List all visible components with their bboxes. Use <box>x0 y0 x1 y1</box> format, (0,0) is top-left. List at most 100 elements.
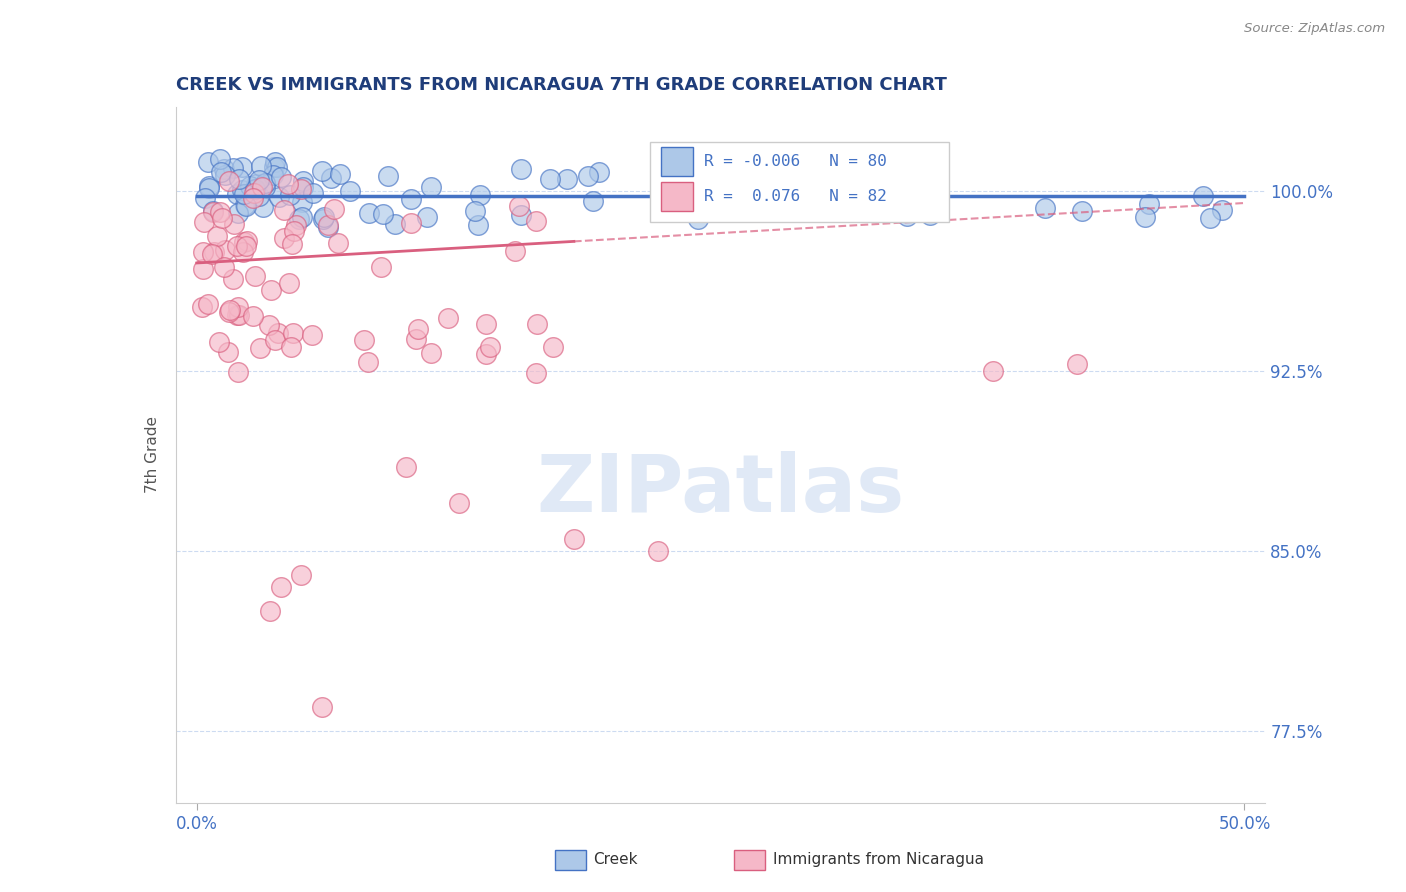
Point <box>232 186 254 201</box>
Point <box>281 237 304 252</box>
Point <box>277 276 299 290</box>
Point <box>311 699 333 714</box>
Point <box>267 190 290 204</box>
Point <box>204 244 226 259</box>
Point <box>509 161 531 176</box>
Point <box>222 272 245 286</box>
Point <box>399 216 422 230</box>
Y-axis label: 7th Grade: 7th Grade <box>145 417 160 493</box>
Point <box>245 177 267 191</box>
Point <box>503 244 526 259</box>
Point <box>329 168 352 182</box>
Point <box>218 305 240 319</box>
Point <box>405 332 427 346</box>
Point <box>1191 189 1213 203</box>
Point <box>288 212 311 227</box>
Point <box>198 178 221 193</box>
Point <box>292 174 315 188</box>
Point <box>260 283 283 297</box>
Point <box>202 203 225 218</box>
Point <box>524 214 547 228</box>
Point <box>270 170 292 185</box>
Point <box>524 367 547 381</box>
Point <box>212 161 235 176</box>
Point <box>242 191 264 205</box>
Point <box>226 187 249 202</box>
Point <box>419 346 441 360</box>
Point <box>510 208 533 222</box>
Point <box>250 159 273 173</box>
Point <box>218 174 240 188</box>
Point <box>226 308 249 322</box>
Text: Immigrants from Nicaragua: Immigrants from Nicaragua <box>773 853 984 867</box>
Point <box>562 532 585 546</box>
Point <box>243 268 266 283</box>
Point <box>582 194 605 208</box>
Point <box>228 309 250 323</box>
Point <box>226 365 249 379</box>
Point <box>419 180 441 194</box>
Point <box>235 199 257 213</box>
Point <box>896 209 918 223</box>
Point <box>290 182 312 196</box>
Point <box>1133 211 1156 225</box>
Point <box>752 181 775 195</box>
Point <box>226 205 249 219</box>
Point <box>312 210 335 224</box>
Point <box>475 317 498 331</box>
Point <box>224 217 246 231</box>
Point <box>588 165 610 179</box>
Point <box>250 180 273 194</box>
Point <box>202 204 225 219</box>
Point <box>225 238 247 252</box>
Point <box>219 303 242 318</box>
Point <box>197 296 219 310</box>
Point <box>541 340 564 354</box>
Point <box>283 224 305 238</box>
Point <box>267 326 290 340</box>
Point <box>257 318 280 332</box>
Point <box>415 210 437 224</box>
Point <box>359 206 381 220</box>
Point <box>273 231 295 245</box>
Point <box>253 177 276 191</box>
Bar <box>650 142 949 222</box>
Point <box>236 234 259 248</box>
Point <box>247 188 270 202</box>
Point <box>235 239 257 253</box>
Point <box>302 186 325 200</box>
Point <box>353 333 375 347</box>
Point <box>209 165 232 179</box>
Point <box>370 260 392 274</box>
Point <box>263 169 285 183</box>
Point <box>377 169 399 183</box>
Point <box>464 203 486 218</box>
Point <box>1066 357 1088 371</box>
Point <box>232 235 254 249</box>
Point <box>270 580 292 594</box>
Point <box>772 196 794 211</box>
Point <box>323 202 346 216</box>
Point <box>242 309 264 323</box>
Point <box>1137 196 1160 211</box>
Point <box>211 211 233 225</box>
Point <box>312 212 335 227</box>
Point <box>557 172 579 186</box>
Point <box>214 244 236 258</box>
Point <box>576 169 599 184</box>
Bar <box>661 147 693 177</box>
Point <box>264 333 287 347</box>
Point <box>280 340 302 354</box>
Point <box>538 171 561 186</box>
Text: R =  0.076   N = 82: R = 0.076 N = 82 <box>704 189 887 204</box>
Point <box>316 219 339 234</box>
Point <box>470 188 492 202</box>
Point <box>688 212 710 227</box>
Point <box>479 340 502 354</box>
Point <box>252 200 274 214</box>
Point <box>232 244 254 259</box>
Point <box>201 247 224 261</box>
Point <box>208 152 231 166</box>
Text: Source: ZipAtlas.com: Source: ZipAtlas.com <box>1244 22 1385 36</box>
Point <box>231 183 253 197</box>
